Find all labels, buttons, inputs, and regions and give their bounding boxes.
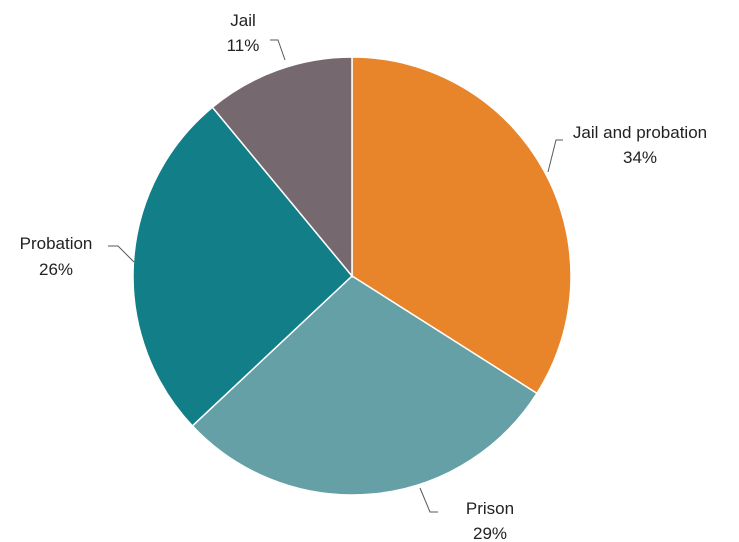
slice-label-jail-and-probation: Jail and probation bbox=[573, 123, 707, 142]
leader-prison bbox=[419, 487, 438, 513]
leader-jail-and-probation bbox=[547, 139, 563, 173]
pie-slices bbox=[132, 56, 572, 496]
pie-slice-prison bbox=[191, 275, 538, 496]
leader-jail bbox=[270, 39, 286, 61]
slice-pct-prison: 29% bbox=[473, 524, 507, 542]
pie-slice-jail bbox=[211, 56, 353, 279]
leader-lines bbox=[108, 39, 563, 513]
slice-label-prison: Prison bbox=[466, 499, 514, 518]
slice-label-probation: Probation bbox=[20, 234, 93, 253]
pie-slice-jail-and-probation bbox=[351, 56, 572, 395]
pie-slice-probation bbox=[132, 106, 354, 427]
leader-probation bbox=[108, 245, 135, 263]
slice-pct-jail-and-probation: 34% bbox=[623, 148, 657, 167]
slice-label-jail: Jail bbox=[230, 11, 256, 30]
slice-pct-jail: 11% bbox=[227, 36, 260, 55]
slice-pct-probation: 26% bbox=[39, 260, 73, 279]
